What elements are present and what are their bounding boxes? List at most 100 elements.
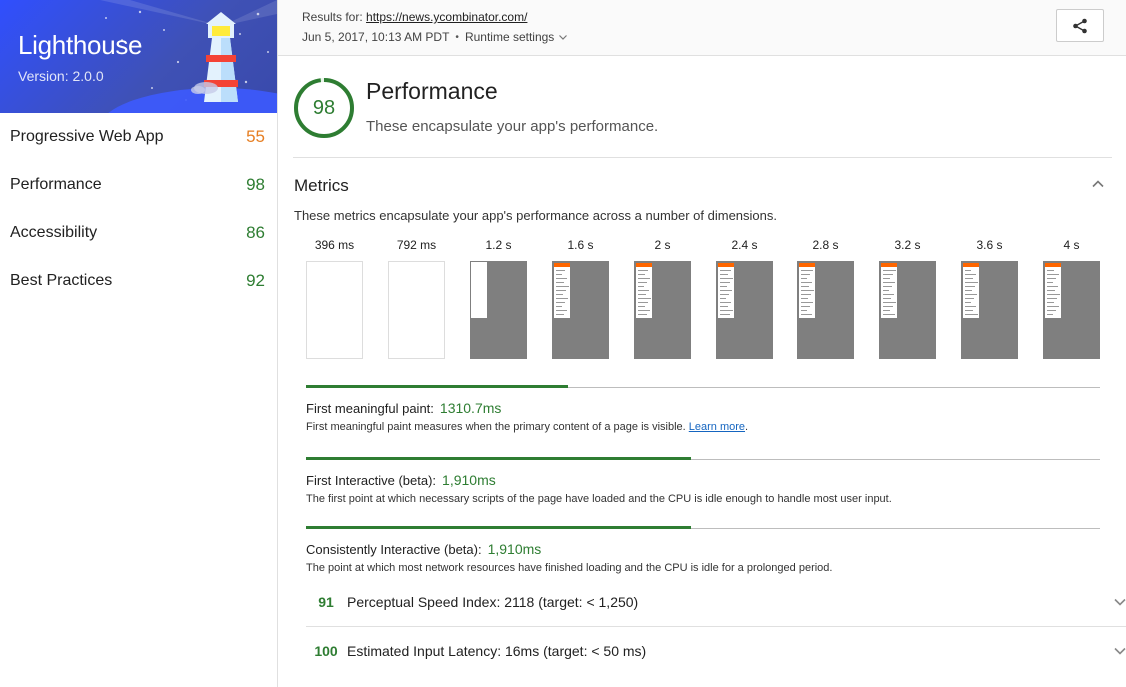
sidebar-item-performance[interactable]: Performance 98 — [0, 161, 277, 209]
sidebar-item-label: Best Practices — [10, 272, 113, 289]
audit-divider — [306, 626, 1126, 627]
sidebar-item-label: Performance — [10, 176, 102, 193]
filmstrip-timestamp: 3.6 s — [976, 238, 1003, 252]
metric-label: First meaningful paint: — [306, 401, 434, 416]
metric-help-text: The point at which most network resource… — [306, 562, 833, 574]
chevron-down-icon[interactable] — [1112, 643, 1126, 659]
metric-help: The point at which most network resource… — [306, 562, 832, 574]
performance-score-gauge: 98 — [293, 77, 355, 139]
sidebar-item-accessibility[interactable]: Accessibility 86 — [0, 209, 277, 257]
filmstrip-frame: 3.2 s — [879, 238, 936, 359]
metric-label: First Interactive (beta): — [306, 473, 437, 488]
filmstrip-thumbnail — [634, 261, 691, 359]
runtime-settings-toggle[interactable]: Runtime settings — [465, 30, 568, 44]
brand-header: Lighthouse Version: 2.0.0 — [0, 0, 277, 113]
filmstrip-thumbnail — [306, 261, 363, 359]
report-header: Results for: https://news.ycombinator.co… — [278, 0, 1126, 56]
filmstrip-thumbnail — [879, 261, 936, 359]
audit-score: 100 — [314, 643, 338, 659]
report-meta: Jun 5, 2017, 10:13 AM PDT • Runtime sett… — [302, 30, 568, 44]
filmstrip-frame: 792 ms — [388, 238, 445, 359]
filmstrip-thumbnail — [470, 261, 527, 359]
metric-help-text: The first point at which necessary scrip… — [306, 493, 892, 505]
section-divider — [293, 157, 1112, 158]
sidebar-item-best-practices[interactable]: Best Practices 92 — [0, 257, 277, 305]
filmstrip-thumbnail — [716, 261, 773, 359]
chevron-up-icon — [1092, 180, 1104, 188]
metric-progress-bar — [306, 385, 569, 388]
sidebar-item-label: Progressive Web App — [10, 128, 164, 145]
audit-perceptual-speed-index[interactable]: 91 Perceptual Speed Index: 2118 (target:… — [306, 578, 1126, 626]
sidebar-item-score: 98 — [246, 175, 265, 194]
runtime-settings-label: Runtime settings — [464, 30, 555, 44]
lighthouse-illustration-icon — [100, 0, 277, 113]
learn-more-link[interactable]: Learn more — [688, 421, 746, 433]
metric-help-suffix: . — [745, 421, 749, 433]
filmstrip-frame: 2 s — [634, 238, 691, 359]
score-ring-icon — [294, 78, 354, 138]
metric-track — [306, 526, 1100, 529]
share-icon — [1073, 18, 1087, 33]
metrics-description: These metrics encapsulate your app's per… — [294, 208, 777, 223]
filmstrip: 396 ms 792 ms 1.2 s 1.6 s 2 s 2.4 s 2.8 s 3.2 s… — [306, 238, 1102, 362]
performance-title: Performance — [366, 78, 498, 104]
chevron-down-icon — [559, 35, 568, 40]
sidebar-item-pwa[interactable]: Progressive Web App 55 — [0, 113, 277, 161]
share-button[interactable] — [1056, 9, 1104, 42]
filmstrip-frame: 2.4 s — [716, 238, 773, 359]
metric-progress-bar — [306, 526, 692, 529]
metric-row: Consistently Interactive (beta): 1,910ms — [306, 541, 541, 557]
metric-value: 1310.7ms — [439, 400, 502, 416]
audit-text: Estimated Input Latency: 16ms (target: <… — [347, 643, 647, 659]
filmstrip-frame: 1.6 s — [552, 238, 609, 359]
metric-track — [306, 385, 1100, 388]
metric-help: First meaningful paint measures when the… — [306, 421, 748, 433]
filmstrip-frame: 1.2 s — [470, 238, 527, 359]
audit-estimated-input-latency[interactable]: 100 Estimated Input Latency: 16ms (targe… — [306, 627, 1126, 675]
filmstrip-timestamp: 1.2 s — [485, 238, 512, 252]
filmstrip-thumbnail — [1043, 261, 1100, 359]
filmstrip-timestamp: 2 s — [654, 238, 671, 252]
metric-row: First Interactive (beta): 1,910ms — [306, 472, 496, 488]
filmstrip-timestamp: 1.6 s — [567, 238, 594, 252]
filmstrip-timestamp: 2.4 s — [731, 238, 758, 252]
performance-description: These encapsulate your app's performance… — [366, 118, 659, 135]
filmstrip-frame: 4 s — [1043, 238, 1100, 359]
chevron-down-icon[interactable] — [1112, 594, 1126, 610]
brand-version: Version: 2.0.0 — [18, 68, 104, 84]
filmstrip-timestamp: 3.2 s — [894, 238, 921, 252]
meta-separator: • — [455, 31, 459, 43]
filmstrip-timestamp: 4 s — [1063, 238, 1080, 252]
metric-track — [306, 457, 1100, 460]
filmstrip-timestamp: 792 ms — [396, 238, 437, 252]
report-date: Jun 5, 2017, 10:13 AM PDT — [302, 30, 450, 44]
metrics-title: Metrics — [294, 176, 349, 195]
sidebar-item-score: 86 — [246, 223, 265, 242]
metric-help-text: First meaningful paint measures when the… — [306, 421, 686, 433]
filmstrip-thumbnail — [797, 261, 854, 359]
filmstrip-thumbnail — [388, 261, 445, 359]
metric-progress-bar — [306, 457, 692, 460]
results-for: Results for: https://news.ycombinator.co… — [302, 10, 527, 24]
filmstrip-timestamp: 2.8 s — [812, 238, 839, 252]
filmstrip-timestamp: 396 ms — [314, 238, 355, 252]
filmstrip-thumbnail — [961, 261, 1018, 359]
sidebar-item-score: 92 — [246, 271, 265, 290]
sidebar-item-label: Accessibility — [10, 224, 98, 241]
filmstrip-thumbnail — [552, 261, 609, 359]
filmstrip-frame: 3.6 s — [961, 238, 1018, 359]
filmstrip-frame: 396 ms — [306, 238, 363, 359]
audit-score: 91 — [318, 594, 334, 610]
category-list: Progressive Web App 55 Performance 98 Ac… — [0, 113, 277, 305]
metric-help: The first point at which necessary scrip… — [306, 493, 892, 505]
results-prefix: Results for: — [302, 10, 367, 24]
performance-score: 98 — [312, 97, 336, 119]
brand-title: Lighthouse — [18, 30, 143, 60]
filmstrip-frame: 2.8 s — [797, 238, 854, 359]
metric-value: 1,910ms — [487, 541, 542, 557]
tested-url-link[interactable]: https://news.ycombinator.com/ — [366, 10, 528, 24]
audit-text: Perceptual Speed Index: 2118 (target: < … — [347, 594, 639, 610]
metrics-collapse-toggle[interactable] — [1090, 176, 1106, 192]
metric-row: First meaningful paint: 1310.7ms — [306, 400, 501, 416]
metric-label: Consistently Interactive (beta): — [306, 542, 482, 557]
